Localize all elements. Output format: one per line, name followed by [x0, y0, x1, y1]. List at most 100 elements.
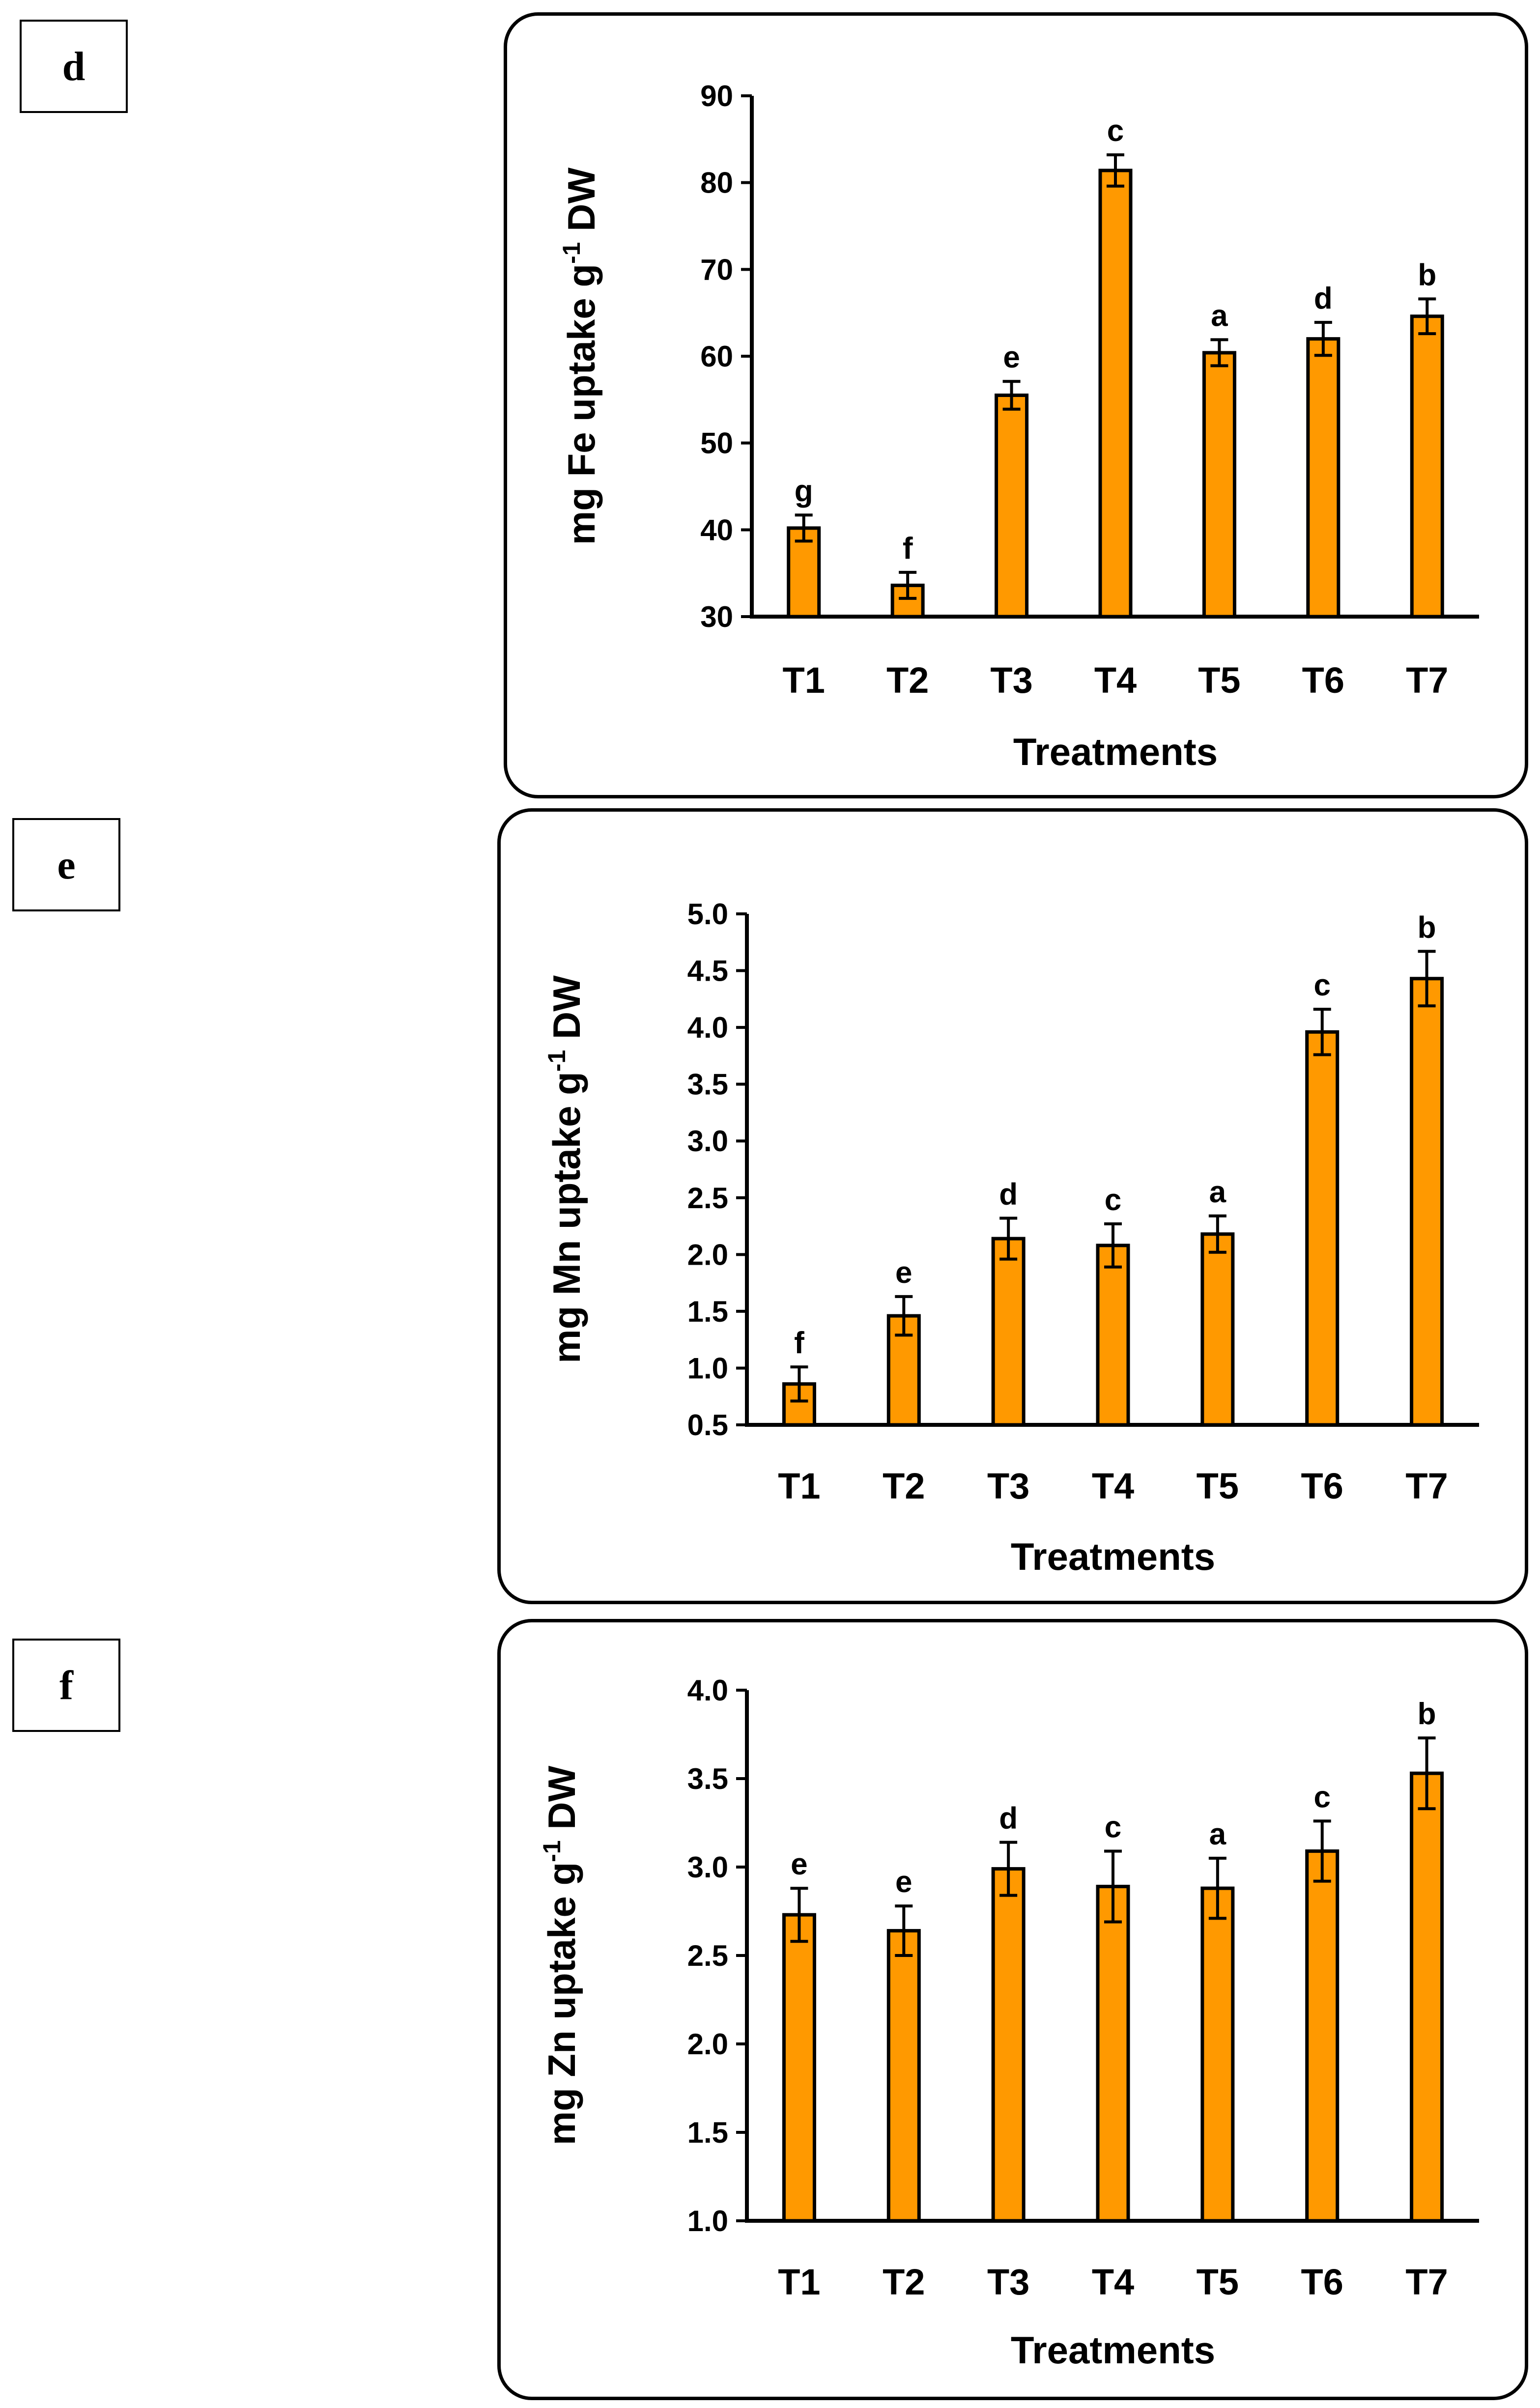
y-tick-label: 3.5 — [687, 1068, 728, 1101]
y-tick-label: 1.5 — [687, 1295, 728, 1328]
y-axis-title-tail: DW — [560, 168, 603, 242]
panel-frame-e — [497, 808, 1528, 1604]
significance-letter: b — [1418, 258, 1436, 292]
error-bar — [1208, 1857, 1226, 1920]
x-axis-title: Treatments — [1011, 1535, 1215, 1578]
bar-t5 — [1200, 1232, 1235, 1427]
x-category-label: T1 — [783, 660, 825, 701]
error-bar — [790, 1365, 808, 1403]
y-axis-title-main: mg Zn uptake g — [540, 1862, 583, 2145]
bar-t7 — [1410, 314, 1444, 619]
y-axis-title-tail: DW — [540, 1765, 583, 1840]
error-bar — [1002, 380, 1021, 411]
error-bar — [1104, 1849, 1122, 1924]
y-tick-label: 60 — [700, 340, 733, 373]
error-bar — [1208, 1214, 1226, 1254]
y-tick-label: 2.5 — [687, 1182, 728, 1215]
y-axis-title: mg Zn uptake g-1 DW — [538, 1765, 583, 2145]
significance-letter: c — [1105, 1811, 1121, 1844]
y-tick-label: 90 — [700, 80, 733, 113]
significance-letter: d — [999, 1802, 1018, 1836]
x-category-label: T1 — [778, 1466, 820, 1506]
y-axis-title-superscript: -1 — [543, 1050, 570, 1072]
y-tick-label: 3.0 — [687, 1851, 728, 1884]
y-tick-label: 4.5 — [687, 955, 728, 988]
error-bar — [1418, 1736, 1436, 1811]
bar-t7 — [1410, 1771, 1444, 2223]
bar-t5 — [1202, 351, 1236, 619]
chart-mn-uptake: 0.5 1.0 1.5 2.0 2.5 3.0 3.5 4.0 4.5 5.0 f T1 e T2 d T3 c… — [543, 898, 1479, 1578]
error-bar — [1104, 1222, 1122, 1269]
x-category-label: T3 — [987, 2262, 1029, 2302]
significance-letter: a — [1209, 1175, 1226, 1209]
significance-letter: d — [999, 1177, 1018, 1211]
error-bar — [795, 513, 813, 543]
y-tick-label: 2.0 — [687, 2028, 728, 2061]
bar-t1 — [787, 526, 821, 619]
error-bar — [899, 570, 917, 600]
x-category-label: T4 — [1094, 660, 1137, 701]
x-category-label: T4 — [1092, 1466, 1134, 1506]
significance-letter: c — [1105, 1183, 1121, 1217]
error-bar — [999, 1841, 1018, 1897]
x-category-label: T1 — [778, 2262, 820, 2302]
x-category-label: T4 — [1092, 2262, 1134, 2302]
error-bar — [1313, 1819, 1331, 1883]
x-category-label: T2 — [883, 2262, 925, 2302]
y-tick-label: 2.0 — [687, 1238, 728, 1271]
bar-t6 — [1306, 337, 1340, 619]
bar-t3 — [995, 394, 1029, 619]
bar-t7 — [1410, 977, 1444, 1427]
bar-t4 — [1096, 1885, 1130, 2223]
y-tick-label: 5.0 — [687, 898, 728, 931]
x-category-label: T6 — [1302, 660, 1344, 701]
significance-letter: g — [795, 474, 813, 508]
y-tick-label: 1.0 — [687, 1352, 728, 1385]
x-category-label: T3 — [987, 1466, 1029, 1506]
error-bar — [1107, 153, 1124, 188]
significance-letter: c — [1107, 114, 1124, 148]
y-axis-title: mg Mn uptake g-1 DW — [543, 975, 588, 1363]
bar-t6 — [1305, 1849, 1340, 2223]
significance-letter: c — [1313, 1780, 1330, 1814]
x-category-label: T3 — [990, 660, 1032, 701]
bar-t3 — [991, 1237, 1026, 1427]
y-tick-label: 30 — [700, 600, 733, 633]
y-tick-label: 0.5 — [687, 1409, 728, 1442]
error-bar — [999, 1217, 1018, 1261]
x-category-label: T6 — [1301, 2262, 1343, 2302]
panel-label-d: d — [20, 20, 128, 113]
significance-letter: a — [1211, 299, 1228, 333]
error-bar — [790, 1887, 808, 1943]
x-category-label: T7 — [1405, 2262, 1448, 2302]
y-tick-label: 4.0 — [687, 1011, 728, 1044]
error-bar — [1210, 338, 1228, 368]
chart-fe-uptake: 30 40 50 60 70 80 90 g T1 f T2 e T3 c T4 a T5 d T6 b T7 Treat… — [558, 80, 1479, 773]
x-category-label: T5 — [1197, 1466, 1239, 1506]
x-category-label: T2 — [883, 1466, 925, 1506]
chart-zn-uptake: 1.0 1.5 2.0 2.5 3.0 3.5 4.0 e T1 e T2 d T3 c T4 a T5 c T6 b… — [538, 1674, 1479, 2372]
significance-letter: f — [794, 1326, 804, 1360]
panel-label-f: f — [12, 1639, 120, 1732]
bar-t3 — [991, 1867, 1026, 2223]
bar-t4 — [1096, 1244, 1130, 1427]
bar-t1 — [782, 1913, 816, 2223]
significance-letter: e — [895, 1865, 912, 1899]
y-tick-label: 4.0 — [687, 1674, 728, 1707]
bar-t5 — [1200, 1886, 1235, 2223]
y-tick-label: 40 — [700, 513, 733, 546]
significance-letter: e — [791, 1847, 807, 1881]
y-axis-title-superscript: -1 — [558, 242, 585, 264]
bar-t2 — [886, 1929, 921, 2223]
x-axis-title: Treatments — [1013, 730, 1218, 773]
error-bar — [1313, 1008, 1331, 1056]
y-tick-label: 80 — [700, 167, 733, 199]
y-tick-label: 3.5 — [687, 1762, 728, 1795]
error-bar — [895, 1295, 913, 1337]
error-bar — [1418, 950, 1436, 1008]
y-tick-label: 1.0 — [687, 2205, 728, 2238]
significance-letter: b — [1418, 910, 1436, 944]
x-category-label: T5 — [1198, 660, 1240, 701]
y-axis-title-tail: DW — [545, 975, 588, 1050]
